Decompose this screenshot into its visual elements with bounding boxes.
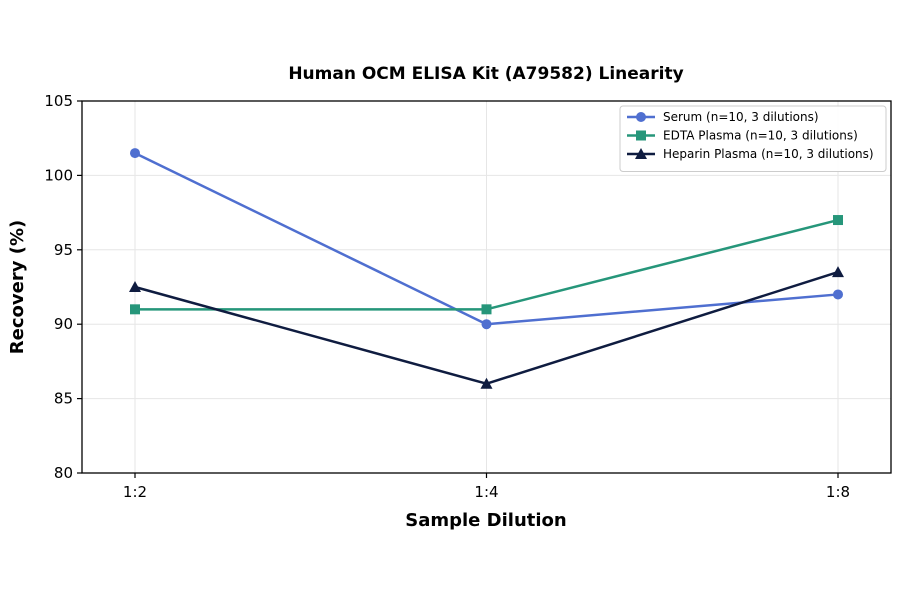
series-2 [129, 266, 844, 389]
legend-marker [636, 130, 646, 141]
legend-label: Serum (n=10, 3 dilutions) [663, 110, 819, 124]
series-0 [130, 148, 843, 330]
data-point [481, 319, 492, 330]
series-1 [130, 215, 843, 315]
legend-label: Heparin Plasma (n=10, 3 dilutions) [663, 147, 874, 161]
data-point [130, 304, 140, 315]
legend-marker [635, 148, 647, 159]
data-point [833, 215, 843, 226]
data-point [833, 289, 843, 300]
y-tick-label: 85 [54, 390, 73, 408]
legend: Serum (n=10, 3 dilutions) EDTA Plasma (n=… [619, 105, 887, 172]
y-tick-label: 90 [54, 315, 73, 333]
x-tick-label: 1:4 [474, 483, 498, 501]
y-tick-label: 95 [54, 241, 73, 259]
legend-item: EDTA Plasma (n=10, 3 dilutions) [627, 129, 858, 143]
chart-title: Human OCM ELISA Kit (A79582) Linearity [288, 64, 683, 84]
ticks-layer: 80 85 90 95 100 105 1:2 1:4 1:8 [44, 92, 850, 501]
y-tick-label: 100 [44, 166, 73, 184]
legend-label: EDTA Plasma (n=10, 3 dilutions) [663, 129, 858, 143]
y-tick-label: 105 [44, 92, 73, 110]
legend-item: Heparin Plasma (n=10, 3 dilutions) [627, 147, 874, 161]
x-axis-label: Sample Dilution [405, 510, 566, 531]
x-tick-label: 1:2 [123, 483, 147, 501]
y-axis-label: Recovery (%) [7, 220, 28, 354]
data-point [129, 281, 141, 292]
legend-item: Serum (n=10, 3 dilutions) [627, 110, 819, 124]
legend-marker [636, 112, 646, 122]
series-layer [129, 148, 844, 389]
data-point [130, 148, 140, 159]
legend-box [619, 105, 887, 172]
data-point [832, 266, 844, 278]
data-point [481, 304, 492, 315]
data-point [480, 377, 493, 389]
y-tick-label: 80 [54, 464, 73, 482]
x-tick-label: 1:8 [826, 483, 850, 501]
